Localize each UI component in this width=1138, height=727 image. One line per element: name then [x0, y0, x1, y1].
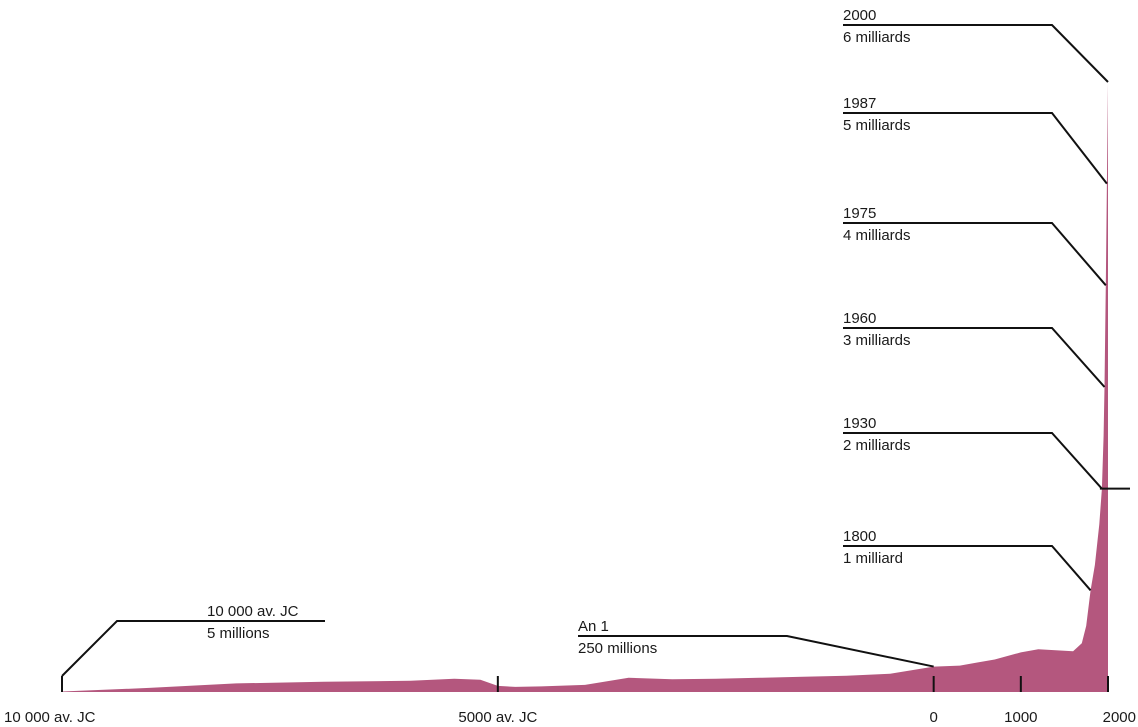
annotation-population: 5 millions [207, 625, 270, 642]
annotation-leader [61, 620, 325, 677]
x-axis: 10 000 av. JC 5000 av. JC 0 1000 2000 [4, 676, 1136, 726]
annotation-population: 1 milliard [843, 550, 903, 567]
annotation-population: 5 milliards [843, 117, 911, 134]
x-tick-label: 10 000 av. JC [4, 709, 96, 726]
annotation-population: 250 millions [578, 640, 657, 657]
x-tick-label: 1000 [1004, 709, 1037, 726]
x-tick-label: 0 [929, 709, 937, 726]
x-tick-label: 2000 [1103, 709, 1136, 726]
annotation-year: 1987 [843, 95, 876, 112]
annotation-population: 6 milliards [843, 29, 911, 46]
annotation-leader [578, 635, 934, 668]
annotation-year: 1975 [843, 205, 876, 222]
annotation-leader [843, 112, 1108, 185]
annotation-year: 1800 [843, 528, 876, 545]
annotation-population: 3 milliards [843, 332, 911, 349]
annotation-year: 1930 [843, 415, 876, 432]
annotation-leader [843, 24, 1109, 83]
annotation-population: 4 milliards [843, 227, 911, 244]
area-layer [62, 82, 1108, 692]
annotation-year: 2000 [843, 7, 876, 24]
x-tick-label: 5000 av. JC [458, 709, 537, 726]
annotation-year: An 1 [578, 618, 609, 635]
population-area [62, 82, 1108, 692]
annotations: 10 000 av. JC 5 millions An 1 250 millions 1… [61, 7, 1130, 677]
annotation-leader [843, 222, 1107, 286]
annotation-leader [843, 432, 1103, 490]
annotation-year: 10 000 av. JC [207, 603, 299, 620]
annotation-leader [843, 545, 1092, 591]
annotation-leader [843, 327, 1106, 388]
annotation-year: 1960 [843, 310, 876, 327]
annotation-population: 2 milliards [843, 437, 911, 454]
